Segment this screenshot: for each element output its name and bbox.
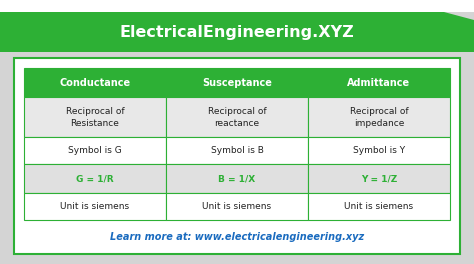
Text: Symbol is Y: Symbol is Y (353, 146, 405, 155)
Text: Reciprocal of
Resistance: Reciprocal of Resistance (66, 107, 124, 128)
Bar (0, 0, 474, 12)
Text: Symbol is B: Symbol is B (210, 146, 264, 155)
Polygon shape (0, 12, 474, 52)
Text: Unit is siemens: Unit is siemens (61, 202, 129, 211)
Bar (24, 97, 166, 137)
Text: G = 1/R: G = 1/R (76, 174, 114, 183)
Bar (24, 68, 166, 97)
Bar (14, 58, 460, 254)
Bar (308, 193, 450, 220)
Text: Admittance: Admittance (347, 78, 410, 88)
Text: Reciprocal of
impedance: Reciprocal of impedance (350, 107, 408, 128)
Bar (166, 137, 308, 164)
Text: Conductance: Conductance (59, 78, 130, 88)
Text: ElectricalEngineering.XYZ: ElectricalEngineering.XYZ (119, 26, 355, 40)
Text: Susceptance: Susceptance (202, 78, 272, 88)
Bar (24, 164, 166, 193)
Bar (308, 97, 450, 137)
Text: Learn more at: www.electricalengineering.xyz: Learn more at: www.electricalengineering… (110, 232, 364, 242)
Bar (308, 68, 450, 97)
Text: Reciprocal of
reactance: Reciprocal of reactance (208, 107, 266, 128)
Text: Unit is siemens: Unit is siemens (202, 202, 272, 211)
Text: Y = 1/Z: Y = 1/Z (361, 174, 397, 183)
Bar (308, 164, 450, 193)
Text: Unit is siemens: Unit is siemens (345, 202, 413, 211)
Bar (166, 164, 308, 193)
Text: B = 1/X: B = 1/X (219, 174, 255, 183)
Bar (24, 193, 166, 220)
Bar (24, 137, 166, 164)
Bar (166, 193, 308, 220)
Bar (166, 97, 308, 137)
Bar (166, 68, 308, 97)
Bar (308, 137, 450, 164)
Text: Symbol is G: Symbol is G (68, 146, 122, 155)
